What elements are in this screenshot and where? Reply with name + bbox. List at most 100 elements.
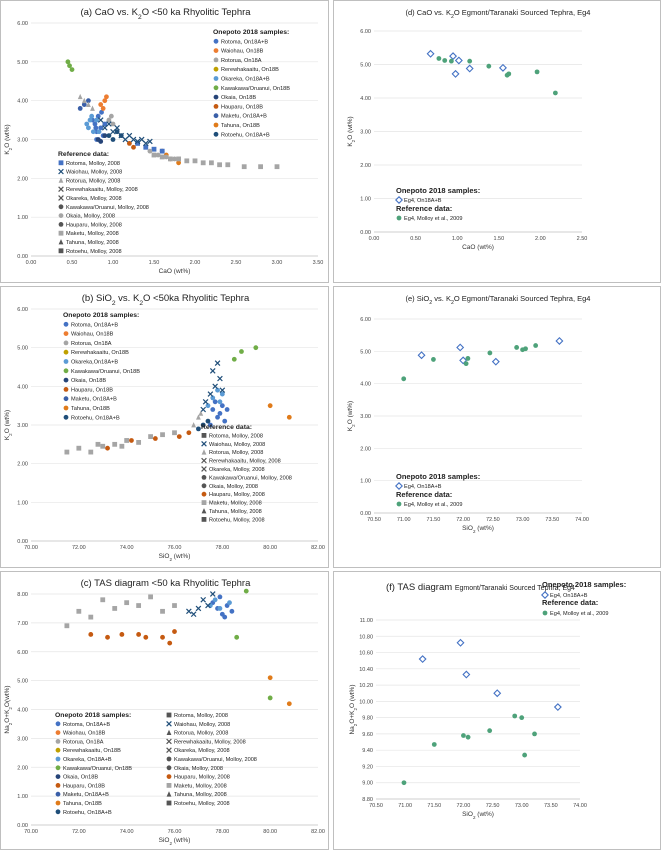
y-tick-label: 3.00 [17,423,28,429]
x-tick-label: 70.50 [369,803,383,809]
data-point [64,449,70,455]
legend-marker [63,331,69,336]
legend-marker [58,168,64,175]
data-point [147,138,153,145]
legend-item: Eg4, On18A+B [404,484,442,490]
data-point [463,361,469,367]
y-tick-label: 2.00 [17,765,28,771]
data-point [426,49,435,58]
legend-item: Okaia, Molloy, 2008 [209,484,258,490]
chart-title: (c) TAS diagram <50 ka Rhyolitic Tephra [81,578,251,589]
data-point [100,597,106,603]
chart-title: (f) TAS diagram Egmont/Taranaki Sourced … [386,582,575,593]
legend-marker [213,38,219,44]
data-point [200,406,207,413]
legend-item: Rotoma, On18A+B [221,39,268,45]
legend-item: Hauparu, Molloy, 2008 [209,492,265,498]
legend-item: Okareka, Molloy, 2008 [209,467,265,473]
x-tick-label: 1.00 [452,236,463,242]
legend-item: Tahuna, Molloy, 2008 [174,792,227,798]
legend-item: Maketu, On18A+B [63,792,109,798]
data-point [110,121,116,127]
data-point [207,422,213,428]
x-tick-label: 1.50 [493,236,504,242]
legend-item: Eg4, Molloy et al., 2009 [404,216,462,222]
legend-item: Rotoehu, On18A+B [63,810,112,816]
legend-item: Okaia, Molloy, 2008 [66,214,115,220]
legend-marker [63,414,69,420]
data-point [241,164,247,170]
legend-marker [213,48,219,53]
y-tick-label: 4.00 [360,96,371,102]
data-point [76,445,82,451]
data-point [142,140,149,147]
legend-marker [213,85,219,91]
y-tick-label: 3.00 [17,138,28,144]
y-tick-label: 5.00 [17,679,28,685]
chart-title: (b) SiO2 vs. K2O <50ka Rhyolitic Tephra [82,293,250,307]
data-point [219,403,225,409]
x-tick-label: 71.50 [427,517,441,523]
y-axis-label: Na2O+K2O (wt%) [349,684,358,734]
data-point [465,356,471,361]
data-point [131,144,136,150]
chart-svg-b: (b) SiO2 vs. K2O <50ka Rhyolitic Tephra 0… [4,293,325,562]
data-point [234,634,240,640]
legend-marker [58,204,64,210]
data-point [81,97,87,104]
data-point [267,403,273,409]
legend-marker [55,721,61,727]
legend-item: Waiohau, Molloy, 2008 [66,170,122,176]
x-tick-label: 80.00 [263,829,277,835]
data-point [126,140,132,146]
data-point [88,449,94,455]
y-tick-label: 0.00 [17,254,28,260]
data-point [95,113,101,119]
legend-item: Maketu, Molloy, 2008 [174,783,227,789]
x-axis-label: SiO2 (wt%) [462,811,494,820]
data-point [97,117,104,123]
data-point [167,640,173,646]
legend-marker [58,222,64,227]
legend-marker [63,377,69,383]
data-point [102,121,108,127]
data-point [219,387,226,394]
data-point [465,64,474,73]
y-tick-label: 1.00 [17,500,28,506]
data-point [210,407,216,412]
data-point [217,411,223,416]
x-tick-label: 73.00 [515,803,529,809]
data-point [106,133,112,139]
y-tick-label: 8.80 [362,797,373,803]
y-tick-label: 9.00 [362,781,373,787]
data-point [176,156,181,162]
data-point [200,422,206,428]
data-point [467,58,473,64]
legend-marker [166,791,172,797]
data-point [143,634,149,640]
legend-header-onepoto: Onepoto 2018 samples: [63,312,139,319]
data-point [119,632,125,637]
legend-marker [55,765,61,771]
x-tick-label: 3.00 [272,260,283,266]
data-point [212,383,218,390]
data-point [451,69,460,78]
y-tick-label: 7.00 [17,621,28,627]
data-point [200,596,207,603]
data-point [512,713,518,719]
data-point [401,780,407,786]
data-point [209,591,216,597]
y-tick-label: 5.00 [360,63,371,69]
data-point [214,360,221,366]
x-tick-label: 71.00 [397,517,411,523]
data-point [217,162,222,168]
legend-marker [58,230,64,236]
legend-item: Eg4, On18A+B [404,198,442,204]
y-tick-label: 1.00 [360,479,371,485]
data-point [465,734,471,740]
data-point [148,594,153,600]
legend-marker [213,104,219,109]
data-point [93,125,99,131]
legend-item: Kawakawa/Oruanui, On18B [63,766,132,772]
chart-panel-b: (b) SiO2 vs. K2O <50ka Rhyolitic Tephra 0… [0,286,329,568]
